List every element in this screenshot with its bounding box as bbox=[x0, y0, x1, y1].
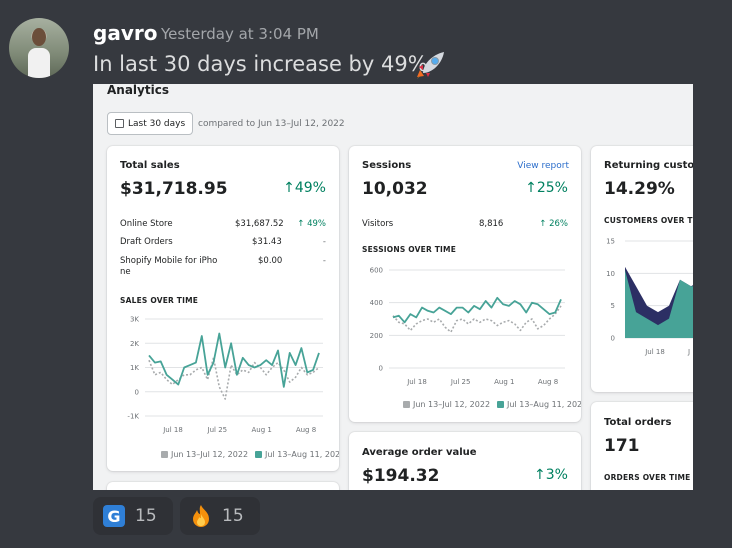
username[interactable]: gavro bbox=[93, 21, 158, 45]
card-value: 171 bbox=[604, 436, 640, 456]
card-title: Average order value bbox=[362, 447, 477, 458]
x-tick-label: Jul 18 bbox=[406, 378, 427, 386]
sessions-card: Sessions View report 10,032 ↑25% Visitor… bbox=[349, 146, 581, 422]
reaction-count: 15 bbox=[222, 506, 244, 526]
card-title: Total sales bbox=[120, 160, 180, 171]
card-value: $194.32 bbox=[362, 466, 440, 486]
area-series-returning bbox=[625, 270, 693, 338]
reaction-count: 15 bbox=[135, 506, 157, 526]
series-line-previous bbox=[392, 305, 562, 333]
x-tick-label: Jul 25 bbox=[207, 426, 228, 434]
row-value: $31.43 bbox=[252, 237, 282, 247]
series-line-current bbox=[392, 296, 562, 324]
series-line-current bbox=[148, 332, 320, 388]
y-tick-label: 5 bbox=[611, 302, 615, 310]
x-tick-label: Jul 18 bbox=[162, 426, 183, 434]
card-title: Sessions bbox=[362, 160, 412, 171]
y-tick-label: 3K bbox=[130, 316, 139, 324]
section-label: SESSIONS OVER TIME bbox=[362, 245, 457, 254]
legend-swatch-prev bbox=[161, 451, 168, 458]
analytics-screenshot[interactable]: Analytics Last 30 days compared to Jun 1… bbox=[93, 84, 693, 490]
chart-legend: Jun 13–Jul 12, 2022 Jul 13–Aug 11, 2022 bbox=[161, 450, 339, 459]
legend-swatch-prev bbox=[403, 401, 410, 408]
visitors-label: Visitors bbox=[362, 219, 394, 229]
x-tick-label: J bbox=[687, 348, 690, 356]
x-tick-label: Aug 1 bbox=[251, 426, 271, 434]
date-range-button[interactable]: Last 30 days bbox=[107, 112, 193, 135]
x-tick-label: Aug 8 bbox=[296, 426, 316, 434]
legend-swatch-curr bbox=[497, 401, 505, 408]
y-tick-label: 15 bbox=[606, 238, 615, 246]
section-label: SALES OVER TIME bbox=[120, 296, 199, 305]
y-tick-label: 2K bbox=[130, 340, 139, 348]
sessions-over-time-chart: 600 400 200 0 Jul 18 Jul 25 Aug 1 Aug 8 bbox=[370, 267, 565, 386]
sales-over-time-chart: 3K 2K 1K 0 -1K Jul 18 Jul 25 Aug 1 Aug 8 bbox=[127, 316, 323, 434]
card-title: Returning custome bbox=[604, 160, 693, 171]
total-orders-card: Total orders 171 ORDERS OVER TIME bbox=[591, 402, 693, 490]
y-tick-label: 200 bbox=[370, 332, 383, 340]
x-tick-label: Aug 8 bbox=[538, 378, 558, 386]
analytics-title: Analytics bbox=[107, 84, 169, 97]
rocket-icon bbox=[417, 52, 444, 79]
y-tick-label: 1K bbox=[130, 364, 139, 372]
user-avatar[interactable] bbox=[9, 18, 69, 78]
section-label: CUSTOMERS OVER TIME bbox=[604, 216, 693, 225]
date-range-label: Last 30 days bbox=[128, 118, 186, 129]
y-tick-label: 0 bbox=[379, 365, 383, 373]
message-timestamp: Yesterday at 3:04 PM bbox=[161, 25, 319, 43]
row-change: - bbox=[322, 256, 326, 266]
message-text: In last 30 days increase by 49% bbox=[93, 52, 428, 76]
legend-curr: Jul 13–Aug 11, 2022 bbox=[507, 400, 581, 409]
g-emoji-icon: G bbox=[103, 505, 125, 527]
visitors-change: ↑ 26% bbox=[539, 219, 568, 229]
reaction-g[interactable]: G 15 bbox=[93, 497, 173, 535]
series-line-previous bbox=[148, 356, 320, 400]
customers-over-time-chart: 15 10 5 0 Jul 18 J bbox=[606, 238, 693, 356]
row-change: ↑ 49% bbox=[297, 219, 326, 229]
calendar-icon bbox=[115, 119, 124, 128]
card-value: 14.29% bbox=[604, 179, 675, 199]
change-badge: ↑25% bbox=[525, 180, 568, 196]
y-tick-label: 10 bbox=[606, 270, 615, 278]
compared-text: compared to Jun 13–Jul 12, 2022 bbox=[198, 119, 345, 129]
row-label: Draft Orders bbox=[120, 237, 173, 247]
row-label: Online Store bbox=[120, 219, 173, 229]
total-sales-card: Total sales $31,718.95 ↑49% Online Store… bbox=[107, 146, 339, 471]
x-tick-label: Jul 18 bbox=[644, 348, 665, 356]
card-title: Total orders bbox=[604, 417, 672, 428]
y-tick-label: 400 bbox=[370, 299, 383, 307]
legend-prev: Jun 13–Jul 12, 2022 bbox=[171, 450, 249, 459]
legend-curr: Jul 13–Aug 11, 2022 bbox=[265, 450, 339, 459]
row-label: Shopify Mobile for iPho bbox=[120, 256, 218, 266]
visitors-value: 8,816 bbox=[479, 219, 504, 229]
partial-card bbox=[107, 482, 339, 490]
y-tick-label: 0 bbox=[135, 388, 139, 396]
x-tick-label: Aug 1 bbox=[494, 378, 514, 386]
average-order-value-card: Average order value $194.32 ↑3% bbox=[349, 432, 581, 490]
legend-swatch-curr bbox=[255, 451, 263, 458]
fire-icon bbox=[193, 505, 209, 527]
view-report-link[interactable]: View report bbox=[517, 161, 569, 171]
y-tick-label: 600 bbox=[370, 267, 383, 275]
change-badge: ↑3% bbox=[534, 467, 568, 483]
returning-customers-card: Returning custome 14.29% CUSTOMERS OVER … bbox=[591, 146, 693, 392]
row-change: - bbox=[322, 237, 326, 247]
row-label-wrap: ne bbox=[120, 267, 131, 277]
change-badge: ↑49% bbox=[283, 180, 326, 196]
chart-legend: Jun 13–Jul 12, 2022 Jul 13–Aug 11, 2022 bbox=[403, 400, 581, 409]
x-tick-label: Jul 25 bbox=[450, 378, 471, 386]
section-label: ORDERS OVER TIME bbox=[604, 473, 691, 482]
card-value: $31,718.95 bbox=[120, 179, 228, 199]
row-value: $31,687.52 bbox=[235, 219, 284, 229]
y-tick-label: 0 bbox=[611, 335, 615, 343]
row-value: $0.00 bbox=[258, 256, 283, 266]
card-value: 10,032 bbox=[362, 179, 428, 199]
reaction-fire[interactable]: 15 bbox=[180, 497, 260, 535]
y-tick-label: -1K bbox=[127, 413, 139, 421]
legend-prev: Jun 13–Jul 12, 2022 bbox=[413, 400, 491, 409]
